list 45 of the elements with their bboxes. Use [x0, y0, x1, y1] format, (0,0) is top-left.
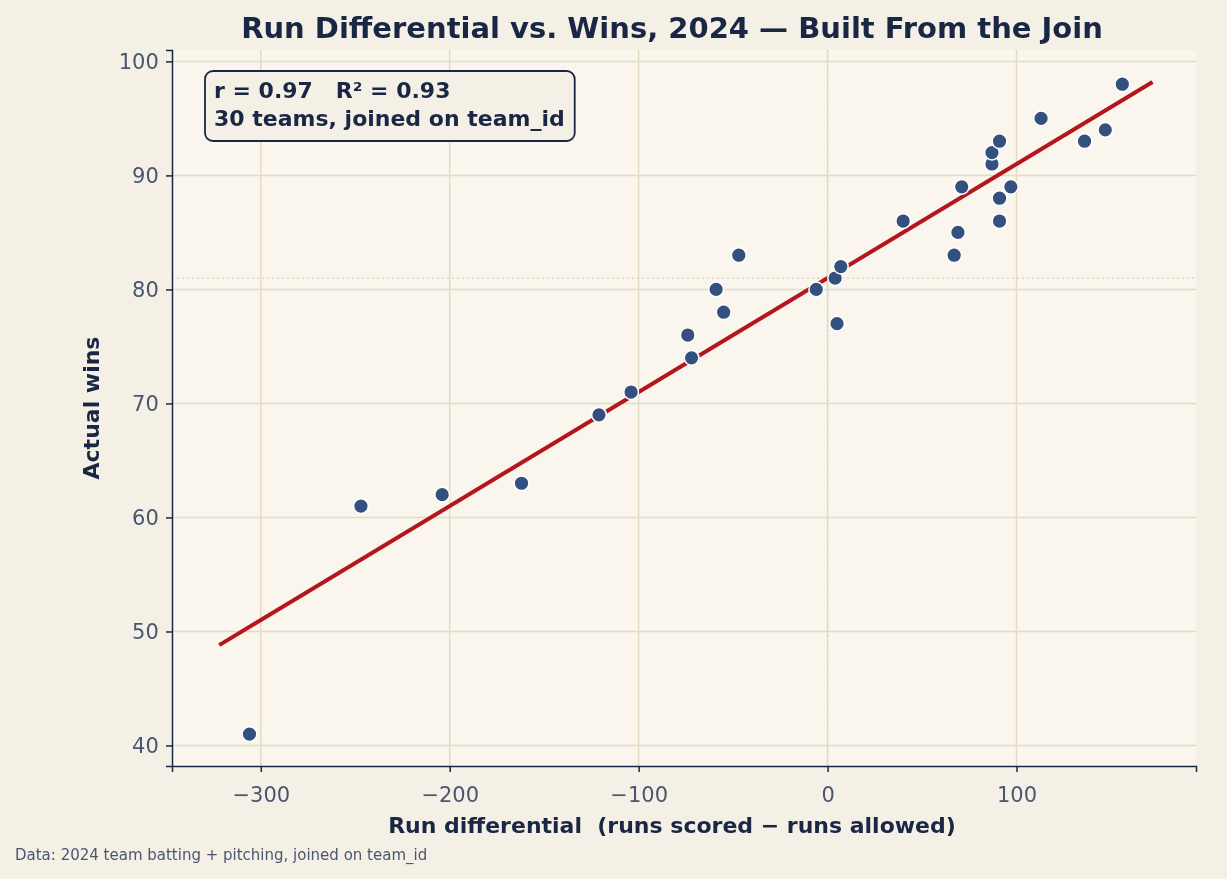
point [983, 144, 1001, 161]
point [679, 326, 696, 344]
y-tick-label: 60 [132, 505, 159, 530]
point [1114, 76, 1131, 93]
point [808, 281, 825, 298]
point [895, 212, 912, 230]
point [949, 224, 967, 241]
y-tick-label: 90 [132, 163, 159, 188]
point [946, 247, 963, 264]
point [1076, 133, 1093, 150]
x-tick-label: −100 [610, 783, 668, 808]
point [1032, 110, 1050, 127]
point [352, 497, 370, 515]
point [715, 304, 732, 321]
point [513, 475, 530, 492]
point [953, 178, 970, 195]
point [1002, 178, 1019, 195]
point [991, 133, 1008, 150]
y-axis-title: Actual wins [79, 336, 104, 480]
annotation: r = 0.97 R² = 0.93 [214, 78, 451, 103]
point [434, 486, 451, 503]
text: Data: 2024 team batting + pitching, joined on team_id [15, 846, 428, 865]
point [590, 406, 608, 423]
x-axis-title: Run differential (runs scored − runs allowed) [388, 813, 956, 838]
x-tick-label: 100 [996, 783, 1038, 808]
y-tick-label: 50 [132, 619, 159, 644]
point [991, 212, 1008, 230]
y-tick-label: 100 [118, 49, 159, 74]
point [683, 349, 700, 366]
point [828, 315, 846, 332]
y-tick-label: 70 [132, 391, 159, 416]
point [241, 725, 258, 743]
y-tick-label: 80 [132, 277, 159, 302]
point [991, 190, 1008, 207]
y-tick-label: 40 [132, 733, 159, 758]
point [1097, 121, 1114, 138]
chart-title: Run Differential vs. Wins, 2024 — Built From the Join [241, 11, 1103, 45]
point [730, 247, 747, 264]
point [708, 281, 725, 298]
annotation: 30 teams, joined on team_id [214, 106, 565, 131]
point [622, 383, 640, 401]
x-tick-label: 0 [821, 783, 835, 808]
point [832, 258, 849, 275]
x-tick-label: −200 [421, 783, 480, 808]
x-tick-label: −300 [232, 783, 291, 808]
